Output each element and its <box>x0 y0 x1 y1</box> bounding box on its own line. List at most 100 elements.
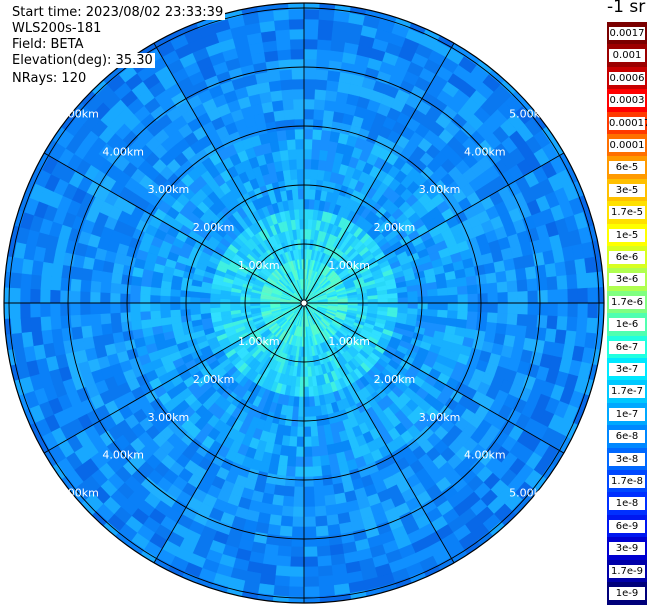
range-gate <box>329 50 344 63</box>
range-gate <box>527 290 539 304</box>
range-gate <box>10 317 22 334</box>
range-gate <box>20 317 32 333</box>
range-gate <box>475 320 488 333</box>
range-ring-label: 4.00km <box>464 449 506 462</box>
range-gate <box>467 302 479 313</box>
range-gate <box>279 525 293 537</box>
range-gate <box>317 555 332 567</box>
range-gate <box>295 456 305 468</box>
range-gate <box>273 109 286 122</box>
range-gate <box>10 272 22 289</box>
range-gate <box>483 262 496 275</box>
outer-ring <box>3 2 605 604</box>
range-gate <box>475 273 488 286</box>
range-gate <box>457 302 469 312</box>
range-gate <box>516 313 528 327</box>
range-gate <box>189 302 201 310</box>
range-gate <box>149 310 162 320</box>
range-gate <box>100 281 112 294</box>
range-gate <box>59 302 71 317</box>
range-gate <box>476 283 488 295</box>
range-gate <box>303 526 317 538</box>
range-gate <box>60 314 72 329</box>
range-gate <box>159 309 171 319</box>
range-gate <box>303 178 311 190</box>
range-gate <box>466 284 479 295</box>
range-gate <box>310 168 319 180</box>
range-gate <box>485 272 498 285</box>
range-gate <box>119 293 131 304</box>
range-gate <box>536 277 548 292</box>
range-gate <box>315 535 330 547</box>
colorbar-tick-label: 1.7e-9 <box>609 564 645 578</box>
range-gate <box>79 291 91 304</box>
range-gate <box>298 386 305 398</box>
range-gate <box>209 302 221 309</box>
range-gate <box>293 208 300 220</box>
range-ring-label: 3.00km <box>419 411 461 424</box>
range-gate <box>485 321 498 334</box>
range-gate <box>303 98 315 110</box>
range-gate <box>437 309 449 319</box>
range-gate <box>586 272 598 289</box>
range-gate <box>274 119 287 132</box>
range-gate <box>80 313 92 327</box>
range-gate <box>330 472 343 485</box>
range-gate <box>274 19 290 31</box>
range-gate <box>303 446 313 458</box>
range-gate <box>318 585 335 597</box>
colorbar-tick-label: 0.0003 <box>609 94 645 108</box>
range-gate <box>159 302 171 311</box>
colorbar-tick-label: 1.7e-8 <box>609 475 645 488</box>
range-gate <box>139 302 151 312</box>
range-gate <box>303 8 320 20</box>
range-gate <box>497 302 509 314</box>
range-gate <box>282 495 295 507</box>
range-gate <box>303 208 310 220</box>
range-gate <box>318 444 329 457</box>
range-gate <box>90 269 103 282</box>
range-gate <box>289 566 305 578</box>
range-gate <box>149 302 161 312</box>
range-gate <box>316 545 331 557</box>
range-gate <box>270 504 283 517</box>
range-gate <box>296 168 305 180</box>
range-gate <box>377 302 389 308</box>
range-gate <box>298 198 305 210</box>
range-gate <box>129 311 142 322</box>
range-gate <box>50 315 62 330</box>
range-gate <box>288 436 298 448</box>
range-gate <box>303 576 320 588</box>
range-gate <box>51 263 64 278</box>
elevation-label: Elevation(deg): 35.30 <box>10 53 155 68</box>
range-gate <box>283 485 295 497</box>
range-gate <box>303 18 320 30</box>
range-gate <box>292 198 300 210</box>
range-gate <box>288 576 305 588</box>
range-gate <box>303 426 312 438</box>
range-gate <box>293 98 305 110</box>
range-gate <box>30 274 42 290</box>
range-gate <box>315 59 330 71</box>
range-gate <box>80 267 93 281</box>
range-gate <box>311 148 321 161</box>
colorbar-tick-label: 3e-9 <box>609 542 645 556</box>
range-gate <box>80 279 92 293</box>
range-gate <box>397 297 409 304</box>
colorbar-tick-label: 1e-5 <box>609 228 645 242</box>
range-gate <box>70 314 82 328</box>
radar-site-marker <box>300 299 308 307</box>
range-gate <box>477 302 489 313</box>
range-gate <box>417 296 429 304</box>
range-gate <box>325 89 338 102</box>
range-gate <box>299 218 305 230</box>
range-gate <box>317 39 332 51</box>
range-gate <box>29 288 41 304</box>
range-gate <box>303 78 316 90</box>
range-gate <box>326 79 340 92</box>
range-gate <box>303 38 319 50</box>
range-gate <box>318 9 335 21</box>
range-gate <box>456 285 469 296</box>
range-gate <box>467 293 479 304</box>
